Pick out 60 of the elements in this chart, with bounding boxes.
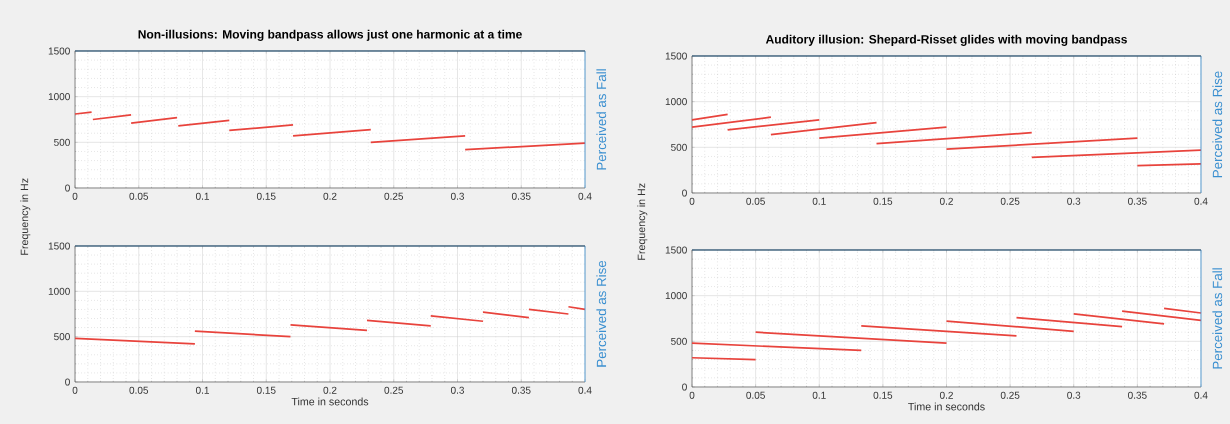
x-tick-label: 0.2: [323, 386, 337, 394]
y-tick-label: 500: [671, 337, 687, 345]
x-tick-label: 0: [689, 391, 695, 399]
x-tick-label: 0.3: [450, 192, 465, 200]
x-tick-label: 0: [72, 386, 78, 394]
y-tick-label: 1000: [665, 98, 687, 106]
y-tick-label: 0: [65, 184, 70, 192]
y-axis-title: Frequency in Hz: [20, 178, 31, 255]
x-tick-label: 0.2: [939, 391, 953, 399]
x-tick-label: 0.4: [1194, 197, 1208, 205]
y-tick-label: 1500: [48, 47, 70, 55]
y-tick-label: 1000: [48, 287, 70, 295]
x-tick-label: 0.4: [1194, 391, 1208, 399]
x-tick-label: 0.25: [384, 386, 404, 394]
x-tick-label: 0.1: [195, 192, 209, 200]
x-tick-label: 0.3: [1067, 391, 1081, 399]
x-tick-label: 0: [72, 192, 78, 200]
y2-axis-title: Perceived as Fall: [1212, 268, 1223, 369]
x-tick-label: 0.25: [1000, 197, 1020, 205]
x-tick-label: 0.1: [195, 386, 209, 394]
y2-axis-title: Perceived as Rise: [1212, 71, 1223, 178]
x-tick-label: 0.05: [746, 197, 765, 205]
x-tick-label: 0.15: [873, 391, 893, 399]
x-tick-label: 0.3: [1067, 197, 1081, 205]
x-tick-label: 0.35: [1128, 197, 1147, 205]
x-tick-label: 0.15: [873, 197, 893, 205]
y2-axis-title: Perceived as Rise: [596, 260, 607, 367]
x-tick-label: 0.35: [511, 192, 531, 200]
x-tick-label: 0.35: [511, 386, 531, 394]
x-tick-label: 0.1: [812, 391, 826, 399]
y-tick-label: 500: [54, 333, 70, 341]
x-axis-title: Time in seconds: [908, 402, 985, 411]
chart-title: Auditory illusion: Shepard-Risset glides with moving bandpass: [765, 34, 1127, 46]
x-tick-label: 0.35: [1128, 391, 1147, 399]
y-tick-label: 500: [54, 138, 70, 146]
x-tick-label: 0.05: [129, 386, 149, 394]
x-tick-label: 0.25: [384, 192, 404, 200]
x-tick-label: 0.15: [256, 386, 276, 394]
x-tick-label: 0: [689, 197, 695, 205]
x-tick-label: 0.05: [129, 192, 149, 200]
y-axis-title: Frequency in Hz: [637, 183, 648, 260]
x-tick-label: 0.15: [256, 192, 276, 200]
y-tick-label: 1000: [665, 292, 687, 300]
y-tick-label: 500: [671, 143, 687, 151]
y2-axis-title: Perceived as Fall: [596, 69, 607, 170]
y-tick-label: 1000: [48, 93, 70, 101]
x-tick-label: 0.3: [450, 386, 465, 394]
chart-title: Non-illusions: Moving bandpass allows just one harmonic at a time: [138, 29, 522, 41]
x-axis-title: Time in seconds: [291, 397, 369, 406]
x-tick-label: 0.1: [812, 197, 826, 205]
x-tick-label: 0.2: [323, 192, 337, 200]
x-tick-label: 0.2: [939, 197, 953, 205]
y-tick-label: 1500: [665, 246, 687, 254]
y-tick-label: 1500: [48, 242, 70, 250]
x-tick-label: 0.25: [1000, 391, 1020, 399]
x-tick-label: 0.4: [578, 386, 592, 394]
y-tick-label: 1500: [665, 52, 687, 60]
y-tick-label: 0: [65, 378, 70, 386]
x-tick-label: 0.4: [578, 192, 592, 200]
x-tick-label: 0.05: [746, 391, 765, 399]
